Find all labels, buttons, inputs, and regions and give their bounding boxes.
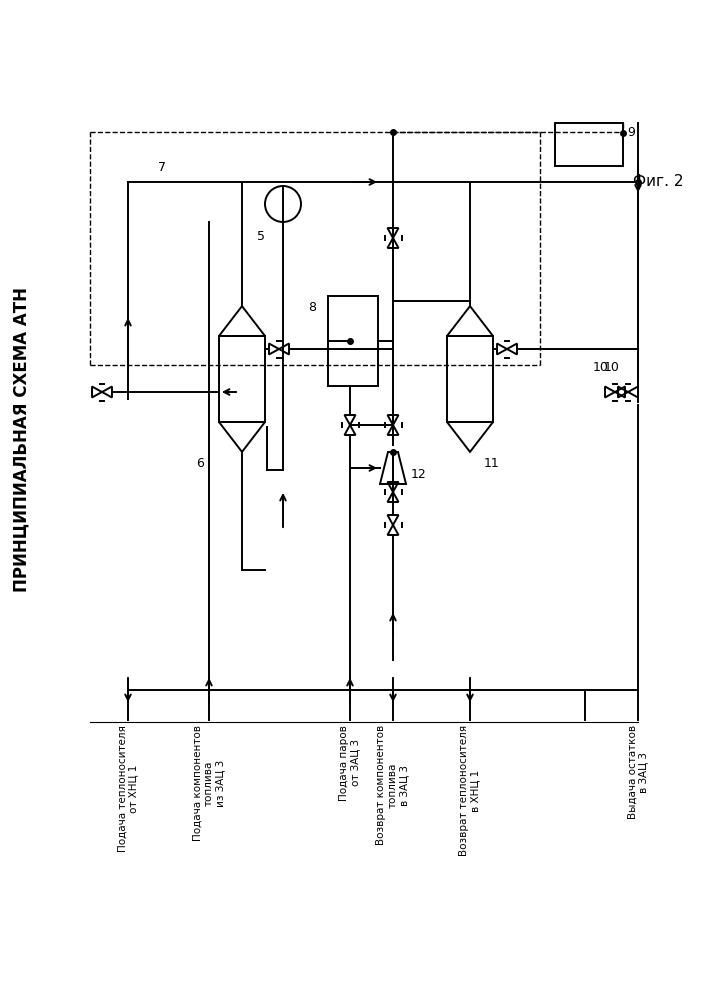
Text: 7: 7 [158,161,166,174]
Text: Выдача остатков
в ЗАЦ 3: Выдача остатков в ЗАЦ 3 [627,725,649,819]
Bar [219,336,265,422]
Bar [447,336,493,422]
Text: 11: 11 [484,457,500,470]
Text: Фиг. 2: Фиг. 2 [633,174,683,190]
Text: 12: 12 [411,468,427,481]
Text: Подача паров
от ЗАЦ 3: Подача паров от ЗАЦ 3 [339,725,361,801]
Text: Подача компонентов
топлива
из ЗАЦ 3: Подача компонентов топлива из ЗАЦ 3 [192,725,226,841]
Text: 10: 10 [604,361,620,374]
Text: 9: 9 [627,126,635,139]
Text: 6: 6 [196,457,204,470]
Text: 10: 10 [593,361,609,374]
Text: Возврат теплоносителя
в ХНЦ 1: Возврат теплоносителя в ХНЦ 1 [460,725,481,856]
Bar [328,296,378,386]
Text: 8: 8 [308,301,316,314]
Bar [555,122,623,165]
Text: Возврат компонентов
топлива
в ЗАЦ 3: Возврат компонентов топлива в ЗАЦ 3 [376,725,409,845]
Text: Подача теплоносителя
от ХНЦ 1: Подача теплоносителя от ХНЦ 1 [117,725,139,852]
Text: 5: 5 [257,230,265,243]
Text: ПРИНЦИПИАЛЬНАЯ СХЕМА АТН: ПРИНЦИПИАЛЬНАЯ СХЕМА АТН [13,288,31,592]
